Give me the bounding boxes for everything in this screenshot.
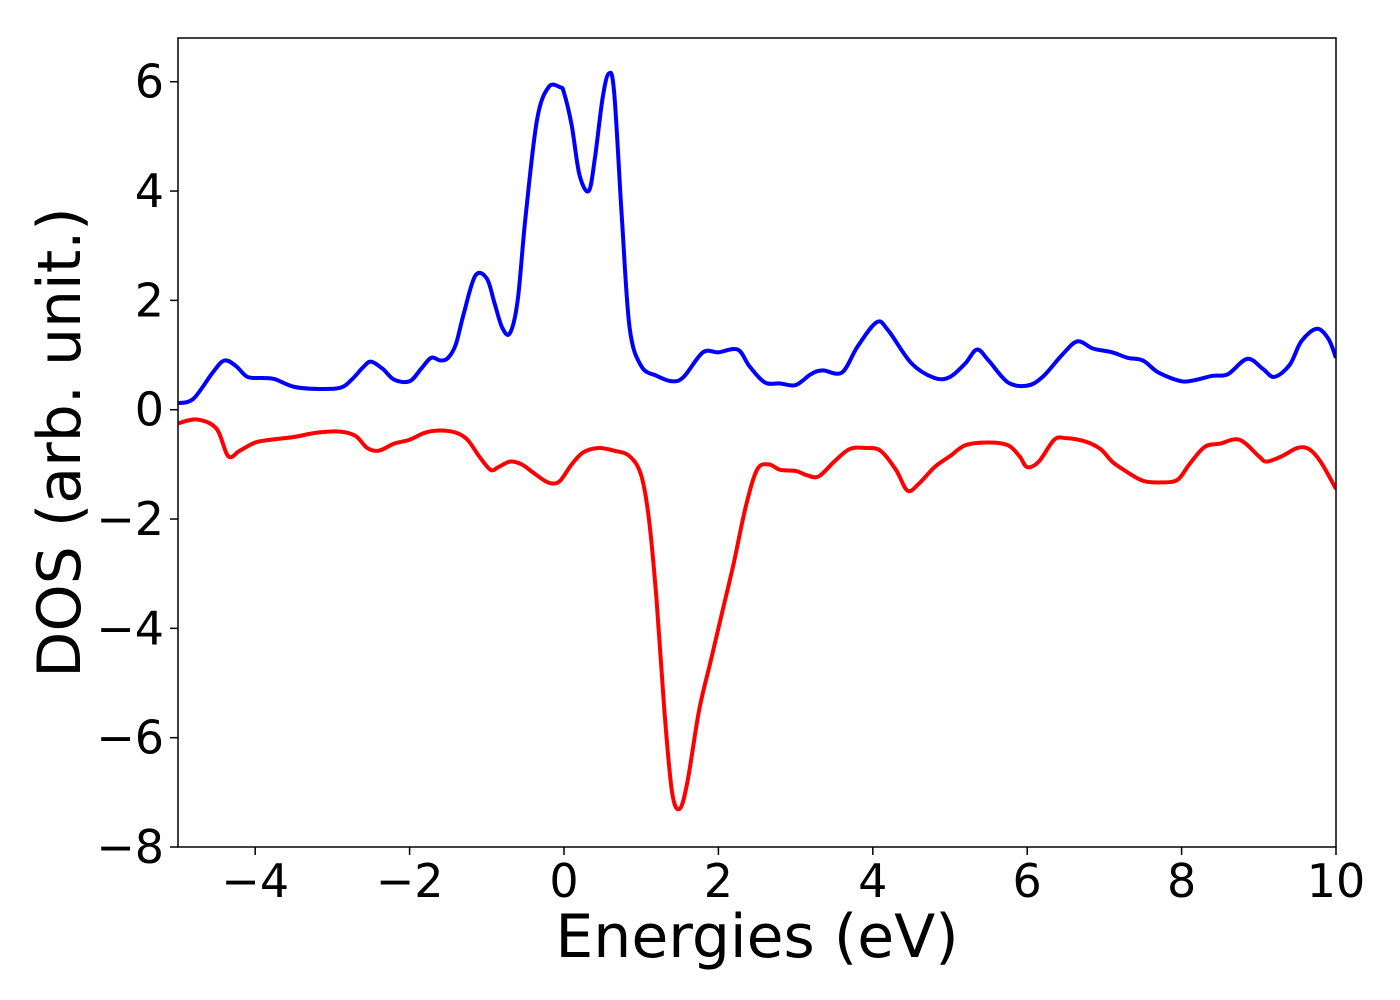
y-tick-label: −4 — [96, 601, 164, 655]
plot-area — [177, 37, 1337, 848]
y-axis-title: DOS (arb. unit.) — [25, 207, 95, 677]
series-line-1 — [178, 417, 1336, 812]
y-tick-label: 4 — [135, 164, 164, 218]
x-tick-label: 0 — [549, 854, 578, 908]
x-tick-label: 4 — [858, 854, 887, 908]
x-tick-label: 10 — [1307, 854, 1366, 908]
x-tick-label: −2 — [376, 854, 444, 908]
y-tick-label: 2 — [135, 273, 164, 327]
y-tick-label: −6 — [96, 711, 164, 765]
x-tick-label: 2 — [704, 854, 733, 908]
x-axis-title: Energies (eV) — [555, 902, 958, 972]
y-tick-label: −8 — [96, 820, 164, 874]
x-tick-label: 6 — [1013, 854, 1042, 908]
y-tick-label: 0 — [135, 383, 164, 437]
x-axis: −4 −2 0 2 4 6 8 10 — [221, 847, 1365, 908]
x-tick-label: −4 — [221, 854, 289, 908]
series-line-0 — [178, 70, 1336, 406]
y-axis: −8 −6 −4 −2 0 2 4 6 — [96, 55, 178, 874]
y-tick-label: −2 — [96, 492, 164, 546]
x-tick-label: 8 — [1167, 854, 1196, 908]
plot-frame — [177, 37, 1337, 848]
y-tick-label: 6 — [135, 55, 164, 109]
